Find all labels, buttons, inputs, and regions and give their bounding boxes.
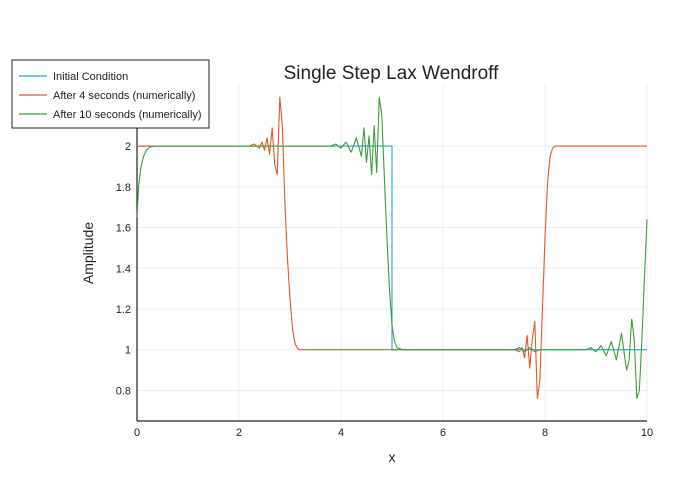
legend: Initial Condition After 4 seconds (numeri…	[11, 59, 210, 129]
y-tick-label: 1.8	[116, 182, 131, 194]
legend-label-3: After 10 seconds (numerically)	[53, 109, 202, 121]
series-line-2	[137, 96, 647, 400]
x-tick-label: 0	[134, 427, 140, 439]
series-lines	[136, 96, 648, 400]
y-tick-label: 2	[125, 141, 131, 153]
y-tick-label: 1	[125, 345, 131, 357]
x-tick-labels: 0 2 4 6 8 10	[134, 427, 653, 439]
legend-box	[11, 59, 210, 129]
y-tick-label: 1.6	[116, 223, 131, 235]
axes	[136, 85, 647, 422]
x-tick-label: 10	[641, 427, 653, 439]
legend-label-1: Initial Condition	[53, 71, 128, 83]
y-tick-label: 1.2	[116, 304, 131, 316]
x-axis-label: x	[389, 449, 396, 465]
chart-title: Single Step Lax Wendroff	[284, 63, 499, 84]
y-tick-labels: 0.8 1 1.2 1.4 1.6 1.8 2	[116, 141, 131, 397]
y-tick-label: 0.8	[116, 385, 131, 397]
x-tick-label: 8	[542, 427, 548, 439]
x-tick-label: 4	[338, 427, 344, 439]
y-axis-label: Amplitude	[80, 222, 96, 284]
y-tick-label: 1.4	[116, 263, 131, 275]
series-line-3	[136, 96, 648, 400]
x-tick-label: 2	[236, 427, 242, 439]
x-tick-label: 6	[440, 427, 446, 439]
legend-label-2: After 4 seconds (numerically)	[53, 90, 195, 102]
